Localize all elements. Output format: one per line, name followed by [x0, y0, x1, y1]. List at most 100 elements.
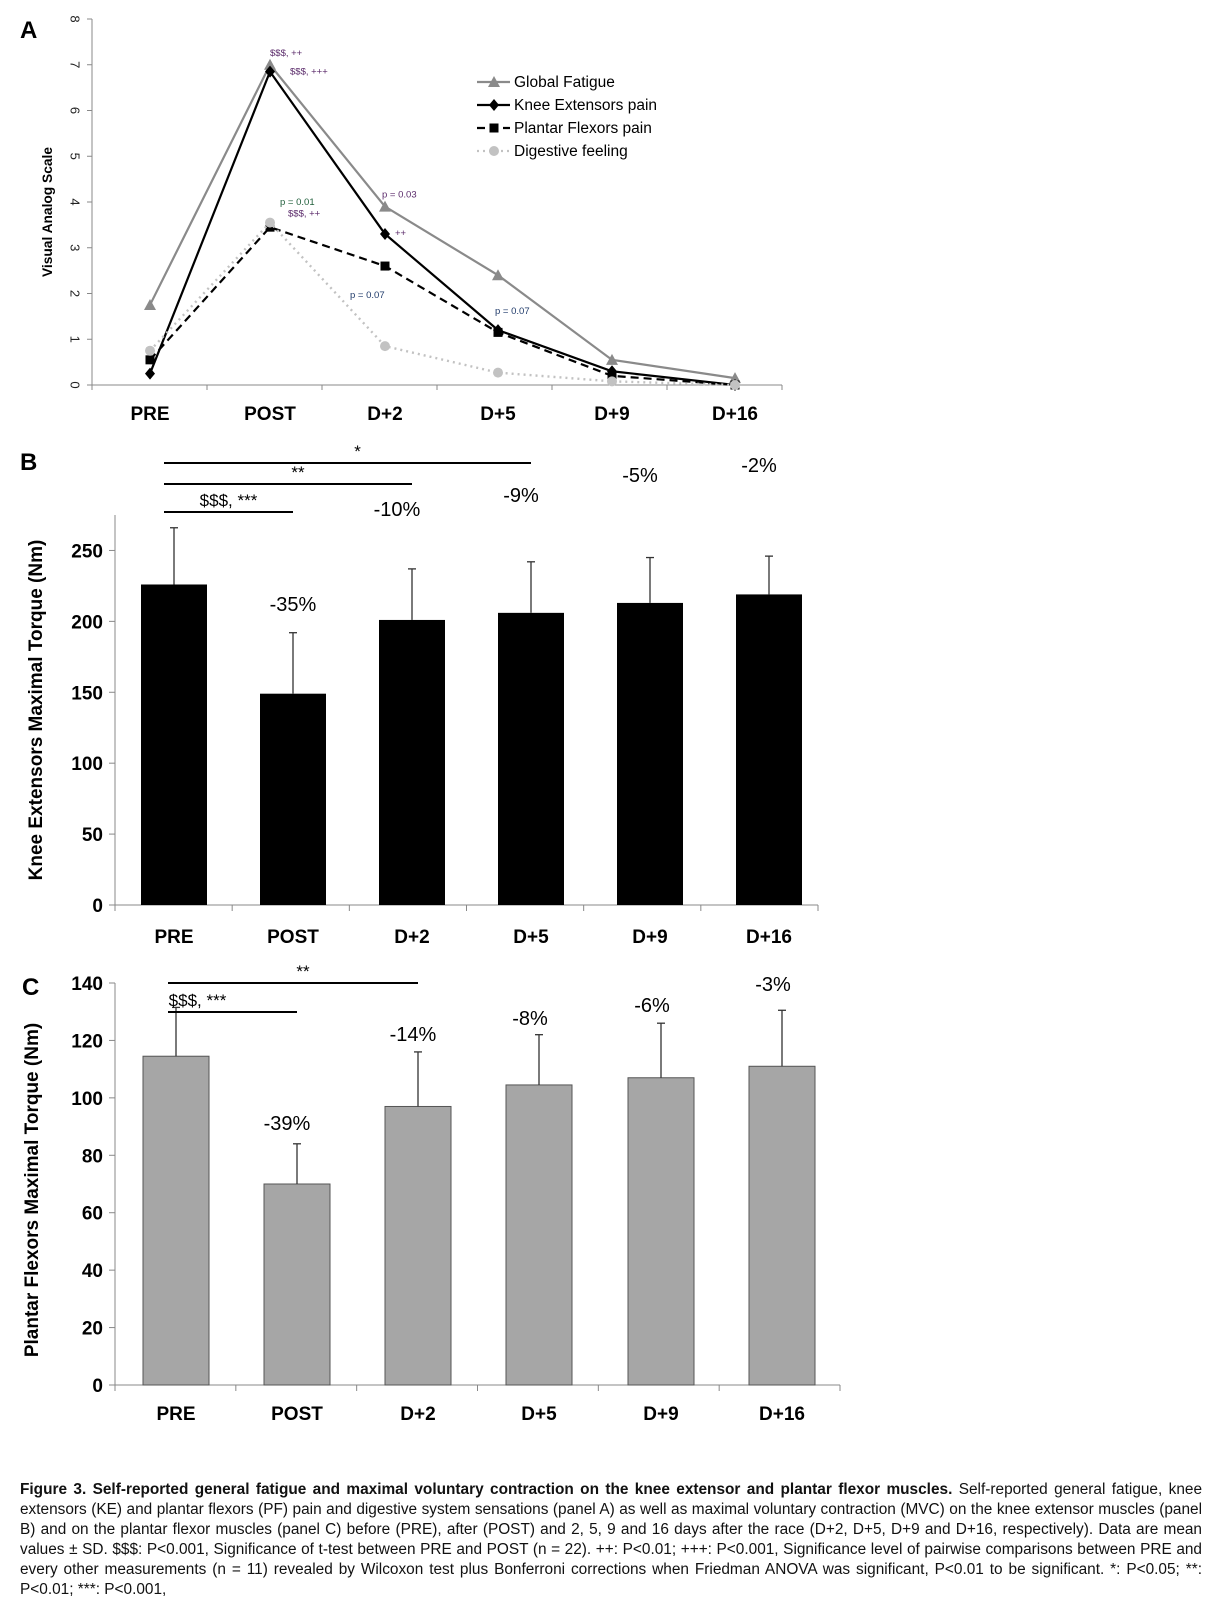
legend-label: Digestive feeling [514, 143, 628, 160]
bar [384, 1105, 452, 1386]
y-tick-label: 2 [68, 290, 83, 297]
legend-marker [489, 99, 499, 111]
y-tick-label: 7 [68, 61, 83, 68]
legend-marker [488, 76, 500, 87]
y-tick-label: 4 [68, 198, 83, 205]
bar [142, 1055, 210, 1386]
bar [617, 602, 683, 905]
annotation: ++ [395, 228, 407, 239]
data-point [493, 367, 503, 378]
data-point [264, 58, 276, 70]
y-tick-label: 3 [68, 244, 83, 251]
bar [263, 1183, 331, 1386]
data-point [145, 355, 155, 365]
percent-label: -9% [503, 485, 539, 507]
series-line [149, 225, 736, 387]
x-tick-label: D+9 [594, 404, 629, 425]
panel-c: C 0 20 40 60 80 100 120 140 Plantar Flexors Maxim… [22, 962, 841, 1425]
x-tick-label: POST [267, 927, 319, 948]
series-line [148, 69, 736, 387]
panel-a: A 0 1 2 3 4 5 6 7 8 PRE POST D+2 D+5 D+9 D+16 Visual Ana… [20, 15, 783, 425]
series-global-fatigue [144, 58, 741, 384]
x-tick-label: D+9 [632, 927, 667, 948]
annotation: p = 0.07 [495, 306, 530, 317]
data-point [493, 327, 503, 337]
y-tick-label: 140 [71, 974, 103, 995]
y-axis-label: Plantar Flexors Maximal Torque (Nm) [22, 1023, 43, 1357]
series-line [149, 62, 736, 380]
data-point [265, 217, 275, 228]
y-tick-label: 80 [82, 1146, 103, 1167]
percent-label: -8% [512, 1008, 548, 1030]
bar [736, 594, 802, 905]
panel-letter: B [20, 449, 37, 476]
legend-label: Plantar Flexors pain [514, 120, 652, 137]
percent-label: -3% [755, 974, 791, 996]
data-point [492, 269, 504, 281]
y-tick-label: 100 [71, 1089, 103, 1110]
significance-label: ** [296, 962, 310, 981]
percent-label: -39% [264, 1113, 311, 1135]
caption-body: Self-reported general fatigue, knee exte… [20, 1481, 1203, 1598]
data-point [606, 353, 618, 365]
annotation: p = 0.01 [280, 197, 315, 208]
panel-letter: A [20, 17, 37, 44]
panel-b: B 0 50 100 150 200 250 Knee Extensors Maximal T… [20, 442, 819, 948]
annotation: $$$, +++ [290, 66, 328, 77]
legend-marker [489, 123, 499, 133]
x-tick-label: PRE [154, 927, 193, 948]
percent-label: -10% [374, 499, 421, 521]
legend-label: Knee Extensors pain [514, 97, 657, 114]
x-tick-label: D+5 [513, 927, 549, 948]
panel-letter: C [22, 974, 39, 1001]
bar [141, 584, 207, 905]
y-tick-label: 0 [68, 381, 83, 388]
bar [748, 1065, 816, 1386]
significance-label: * [354, 442, 361, 461]
x-tick-label: PRE [156, 1404, 195, 1425]
percent-label: -35% [270, 594, 317, 616]
x-tick-label: D+9 [643, 1404, 678, 1425]
series-knee-extensors-pain [145, 65, 740, 391]
data-point [145, 345, 155, 356]
x-tick-label: D+2 [400, 1404, 435, 1425]
significance-label: ** [291, 463, 305, 482]
x-tick-label: D+5 [480, 404, 516, 425]
x-tick-label: POST [244, 404, 296, 425]
figure-caption: Figure 3. Self-reported general fatigue … [20, 1480, 1202, 1600]
y-tick-label: 1 [68, 336, 83, 343]
percent-label: -14% [390, 1024, 437, 1046]
data-point [607, 376, 617, 387]
y-tick-label: 40 [82, 1261, 103, 1282]
percent-label: -6% [634, 995, 670, 1017]
bar [379, 619, 445, 905]
y-tick-label: 100 [71, 754, 103, 775]
y-tick-label: 5 [68, 153, 83, 160]
x-tick-label: D+2 [394, 927, 429, 948]
legend: Global Fatigue Knee Extensors pain Plantar… [477, 74, 657, 160]
caption-title: Figure 3. Self-reported general fatigue … [20, 1481, 953, 1498]
y-tick-label: 200 [71, 612, 103, 633]
y-tick-label: 0 [92, 896, 103, 917]
percent-label: -5% [622, 465, 658, 487]
y-tick-label: 20 [82, 1319, 103, 1340]
annotation: p = 0.07 [350, 290, 385, 301]
bar [498, 612, 564, 905]
percent-label: -2% [741, 455, 777, 477]
x-tick-label: D+16 [746, 927, 792, 948]
data-point [607, 371, 617, 381]
data-point [380, 261, 390, 271]
significance-label: $$$, *** [169, 991, 227, 1010]
y-tick-label: 50 [82, 825, 103, 846]
y-axis-label: Visual Analog Scale [39, 147, 55, 277]
series-digestive-feeling [145, 217, 740, 390]
annotation: $$$, ++ [288, 208, 321, 219]
y-tick-label: 6 [68, 107, 83, 114]
y-tick-label: 120 [71, 1031, 103, 1052]
x-tick-label: D+16 [759, 1404, 805, 1425]
y-tick-label: 250 [71, 541, 103, 562]
y-tick-label: 150 [71, 683, 103, 704]
bar [627, 1077, 695, 1386]
annotation: p = 0.03 [382, 190, 417, 201]
y-axis-label: Knee Extensors Maximal Torque (Nm) [26, 540, 47, 881]
